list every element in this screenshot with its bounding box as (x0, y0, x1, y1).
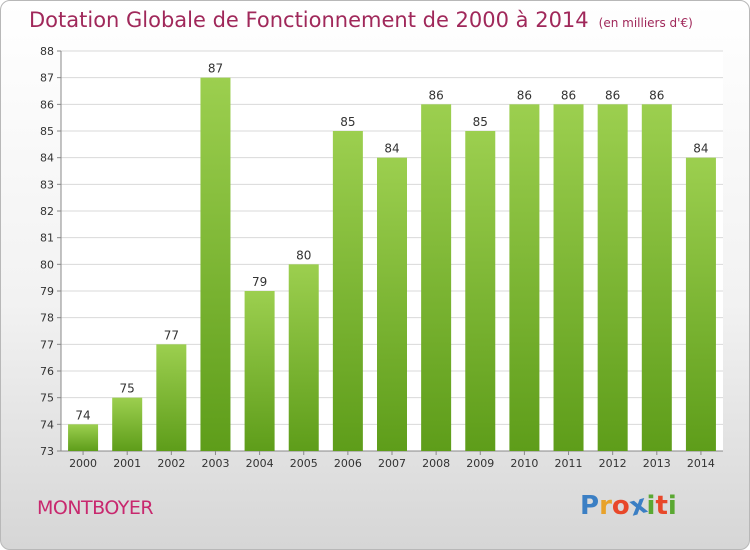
bar-value-label: 86 (605, 88, 620, 102)
bar (200, 77, 231, 452)
x-tick-label: 2001 (113, 457, 141, 470)
y-tick-label: 76 (40, 365, 54, 378)
chart-unit: (en milliers d'€) (598, 16, 693, 30)
bar-value-label: 80 (296, 248, 311, 262)
logo-letter: r (599, 491, 612, 521)
x-tick-label: 2007 (378, 457, 406, 470)
bar (509, 104, 540, 451)
bar-value-label: 85 (473, 115, 488, 129)
bar-value-label: 86 (517, 88, 532, 102)
y-tick-label: 78 (40, 312, 54, 325)
x-tick-label: 2003 (201, 457, 229, 470)
logo-letter: P (580, 491, 600, 521)
bar-value-label: 74 (75, 408, 90, 422)
y-tick-label: 84 (40, 152, 54, 165)
y-tick-label: 73 (40, 445, 54, 458)
bar-value-label: 84 (693, 142, 708, 156)
logo-letter: i (667, 491, 677, 521)
x-tick-label: 2009 (466, 457, 494, 470)
y-tick-label: 82 (40, 205, 54, 218)
x-tick-label: 2012 (599, 457, 627, 470)
bar-value-label: 86 (428, 88, 443, 102)
bar-value-label: 75 (120, 382, 135, 396)
bar-value-label: 85 (340, 115, 355, 129)
bar-value-label: 86 (649, 88, 664, 102)
y-tick-label: 75 (40, 392, 54, 405)
bar (377, 157, 407, 451)
bar (685, 157, 716, 451)
x-tick-label: 2008 (422, 457, 450, 470)
y-tick-label: 83 (40, 178, 54, 191)
bar-value-label: 77 (164, 328, 179, 342)
bar (553, 104, 584, 451)
bar (465, 131, 496, 451)
bar (156, 344, 187, 451)
bar (112, 397, 143, 451)
x-tick-label: 2002 (157, 457, 185, 470)
y-tick-label: 77 (40, 338, 54, 351)
bar (288, 264, 319, 451)
bar (68, 424, 99, 451)
commune-name: MONTBOYER (37, 497, 154, 519)
y-tick-label: 86 (40, 98, 54, 111)
x-tick-label: 2000 (69, 457, 97, 470)
bar-value-label: 86 (561, 88, 576, 102)
y-tick-label: 79 (40, 285, 54, 298)
x-tick-label: 2005 (290, 457, 318, 470)
x-tick-label: 2013 (643, 457, 671, 470)
x-tick-label: 2014 (687, 457, 715, 470)
y-tick-label: 74 (40, 418, 54, 431)
x-tick-label: 2004 (246, 457, 274, 470)
y-tick-label: 85 (40, 125, 54, 138)
x-tick-label: 2006 (334, 457, 362, 470)
y-tick-label: 88 (40, 45, 54, 58)
logo-letter: o (611, 491, 630, 521)
logo-letter: i (646, 491, 656, 521)
proxiti-logo: Proxiti (580, 489, 677, 522)
x-tick-label: 2010 (510, 457, 538, 470)
bar (332, 131, 363, 451)
bar (641, 104, 672, 451)
bar-value-label: 87 (208, 62, 223, 76)
bar-value-label: 79 (252, 275, 267, 289)
logo-letter: t (655, 491, 668, 521)
chart-title: Dotation Globale de Fonctionnement de 20… (29, 8, 693, 32)
bar-value-label: 84 (384, 142, 399, 156)
x-tick-label: 2011 (555, 457, 583, 470)
chart-title-text: Dotation Globale de Fonctionnement de 20… (29, 8, 589, 32)
bar (421, 104, 452, 451)
y-tick-label: 81 (40, 232, 54, 245)
y-tick-label: 87 (40, 72, 54, 85)
y-tick-label: 80 (40, 258, 54, 271)
bar (597, 104, 628, 451)
bar (244, 291, 275, 451)
